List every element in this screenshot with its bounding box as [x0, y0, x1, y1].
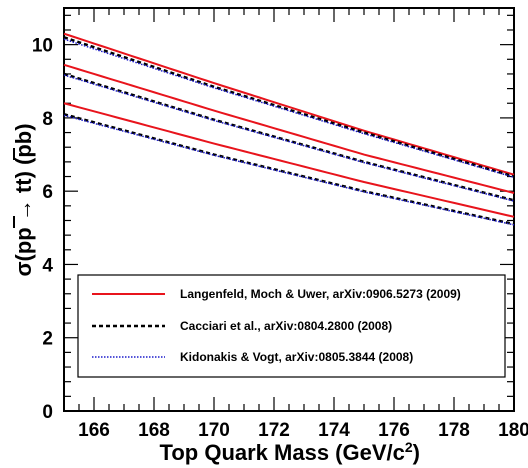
series-line-langenfeld-3: [63, 102, 515, 218]
x-tick-label: 170: [198, 420, 230, 441]
series-line-kidonakis-1: [63, 38, 515, 178]
y-tick-label: 8: [42, 109, 53, 130]
x-axis-title: Top Quark Mass (GeV/c2): [160, 439, 420, 465]
x-tick-label: 168: [138, 420, 170, 441]
legend-entry-2: Cacciari et al., arXiv:0804.2800 (2008): [180, 319, 392, 333]
x-tick-label: 166: [78, 420, 110, 441]
x-tick-label: 174: [318, 420, 350, 441]
legend-box: [77, 274, 506, 378]
series-line-cacciari-1: [63, 36, 515, 178]
series-line-kidonakis-3: [63, 114, 515, 226]
y-tick-label: 6: [42, 182, 53, 203]
y-tick-label: 0: [42, 402, 53, 423]
legend-entry-1: Langenfeld, Moch & Uwer, arXiv:0906.5273…: [180, 287, 461, 301]
series-line-cacciari-3: [63, 113, 515, 226]
x-tick-label: 176: [378, 420, 410, 441]
series-line-cacciari-2: [63, 72, 515, 202]
y-tick-label: 10: [32, 36, 53, 57]
series-line-kidonakis-2: [63, 74, 515, 202]
series-line-langenfeld-1: [63, 32, 515, 176]
legend: Langenfeld, Moch & Uwer, arXiv:0906.5273…: [77, 274, 506, 378]
y-tick-label: 4: [42, 255, 53, 276]
x-tick-label: 178: [438, 420, 470, 441]
y-tick-label: 2: [42, 329, 53, 350]
legend-entry-3: Kidonakis & Vogt, arXiv:0805.3844 (2008): [180, 350, 413, 364]
x-tick-label: 172: [258, 420, 290, 441]
y-tick-labels: 0 2 4 6 8 10: [32, 36, 54, 423]
series-line-langenfeld-2: [63, 63, 515, 194]
x-tick-label: 180: [498, 420, 528, 441]
y-axis-title: σ(pp → tt) (pb): [11, 123, 36, 276]
x-tick-labels: 166 168 170 172 174 176 178 180: [78, 420, 528, 441]
series-lines: [63, 32, 515, 226]
